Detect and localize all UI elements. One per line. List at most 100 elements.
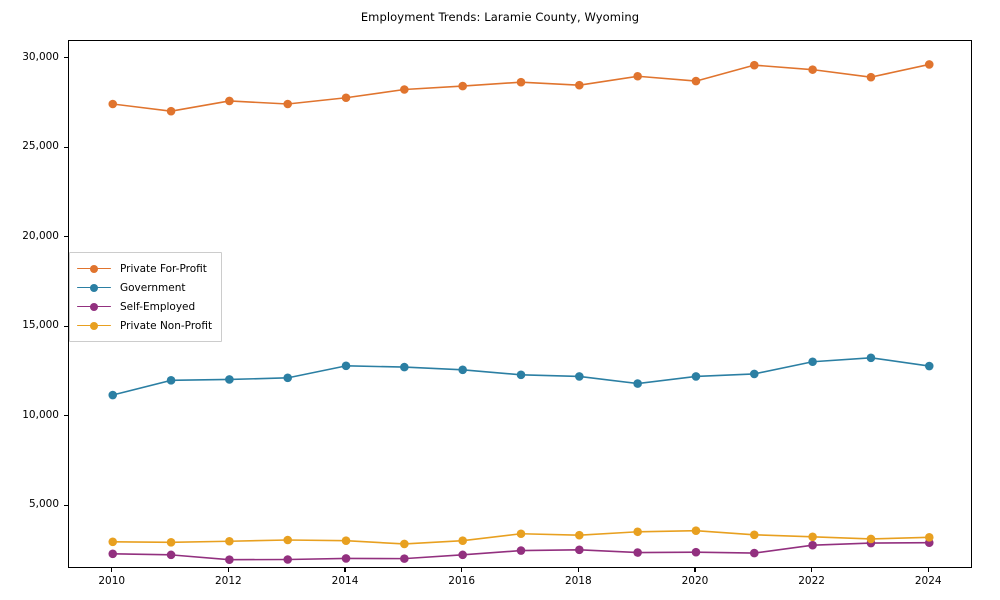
data-point [808,65,817,74]
y-tick-mark [64,415,68,417]
data-point [225,555,234,564]
data-point [866,353,876,363]
data-point [400,554,409,563]
x-tick-mark [927,568,929,572]
page-title: Employment Trends: Laramie County, Wyomi… [360,10,640,24]
x-tick-label: 2014 [331,575,359,587]
legend-label: Self-Employed [120,300,196,313]
y-tick-label: 15,000 [22,319,59,332]
x-tick-label: 2012 [215,575,242,587]
data-point [341,554,351,563]
data-point [516,546,526,555]
legend-item[interactable]: Private Non-Profit [77,316,212,335]
legend-label: Private Non-Profit [120,319,213,332]
data-point [575,80,584,90]
data-point [749,530,759,540]
data-point [458,365,467,375]
legend-item[interactable]: Government [77,278,212,297]
y-tick-mark [64,325,68,327]
data-point [691,372,701,381]
plot-area [68,40,972,568]
data-point [749,548,759,558]
data-point [225,96,234,106]
data-point [516,370,526,380]
data-point [166,538,176,547]
x-tick-mark [344,568,346,572]
data-point [108,99,118,109]
y-tick-label: 25,000 [22,140,59,153]
x-tick-label: 2010 [98,575,126,587]
legend-marker-icon [77,320,111,332]
x-tick-mark [111,568,113,572]
data-point [166,550,176,560]
data-point [808,540,817,550]
legend-label: Government [120,281,186,294]
series-layer [108,60,934,564]
data-point [341,536,351,546]
data-point [458,536,467,546]
y-tick-label: 30,000 [22,50,59,63]
data-point [633,379,642,388]
x-tick-label: 2020 [681,575,709,587]
data-point [400,362,409,372]
data-point [633,527,642,537]
legend-label: Private For-Profit [120,262,207,275]
data-point [458,81,467,91]
x-tick-mark [577,568,579,572]
plot-inner [69,41,971,567]
x-tick-mark [694,568,696,572]
data-point [108,537,118,547]
data-point [924,533,934,542]
data-point [633,548,642,557]
y-tick-label: 10,000 [22,408,59,421]
series-private-for-profit [108,60,934,116]
series-private-non-profit [108,526,934,549]
data-point [575,545,584,555]
data-point [924,361,934,371]
data-point [400,85,409,94]
data-point [808,532,817,542]
data-point [575,372,584,381]
y-tick-label: 5,000 [28,498,59,511]
data-point [166,106,176,116]
data-point [166,376,176,385]
data-point [458,550,467,560]
data-point [108,549,118,559]
x-tick-label: 2024 [914,575,942,587]
legend-marker-icon [77,282,111,294]
data-point [866,534,876,544]
data-point [516,529,526,539]
data-point [283,555,293,564]
legend-item[interactable]: Self-Employed [77,297,212,316]
x-tick-mark [227,568,229,572]
data-point [691,526,701,535]
x-tick-mark [811,568,813,572]
data-point [866,72,876,82]
legend-marker-icon [77,263,111,275]
legend-item[interactable]: Private For-Profit [77,259,212,278]
data-point [749,60,759,70]
data-point [808,357,817,367]
data-point [283,99,293,109]
x-tick-mark [461,568,463,572]
chart-legend: Private For-Profit Government Self-Employe… [69,252,223,342]
y-tick-mark [64,57,68,59]
legend-marker-icon [77,301,111,313]
data-point [400,539,409,549]
series-government [108,353,934,400]
data-point [691,547,701,557]
x-tick-label: 2018 [564,575,592,587]
data-point [924,60,934,69]
series-line [111,63,931,112]
y-tick-mark [64,146,68,148]
y-tick-mark [64,504,68,506]
x-tick-label: 2016 [448,575,476,587]
data-point [749,369,759,379]
data-point [108,390,118,400]
x-tick-label: 2022 [798,575,825,587]
data-point [225,536,234,546]
y-tick-mark [64,236,68,238]
data-point [516,77,526,87]
data-point [225,375,234,384]
